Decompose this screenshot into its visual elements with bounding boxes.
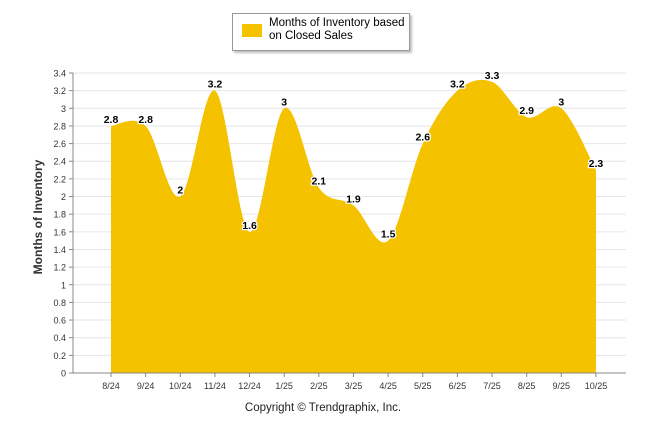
x-tick-label: 10/25	[585, 381, 608, 391]
data-label: 1.9	[346, 193, 361, 205]
x-tick-label: 5/25	[414, 381, 432, 391]
data-label: 2.8	[138, 114, 153, 126]
y-tick-label: 0.4	[53, 333, 66, 343]
data-label: 1.6	[242, 220, 257, 232]
y-tick-label: 2.2	[53, 174, 66, 184]
x-tick-label: 6/25	[449, 381, 467, 391]
data-label: 3	[281, 96, 287, 108]
legend-label: Months of Inventory based on Closed Sale…	[269, 17, 407, 43]
area-series-fill	[111, 79, 596, 374]
x-tick-label: 9/25	[553, 381, 571, 391]
y-tick-label: 3	[61, 104, 66, 114]
x-tick-label: 9/24	[137, 381, 155, 391]
x-tick-label: 1/25	[275, 381, 293, 391]
x-tick-label: 3/25	[345, 381, 363, 391]
x-tick-label: 8/24	[102, 381, 120, 391]
legend-swatch	[242, 24, 262, 37]
data-label: 3.2	[208, 79, 223, 91]
y-tick-label: 0.6	[53, 316, 66, 326]
legend-label-line2: on Closed Sales	[269, 30, 353, 42]
y-tick-label: 1	[61, 280, 66, 290]
data-label: 1.5	[381, 229, 396, 241]
data-label: 2.1	[312, 176, 327, 188]
data-label: 2.6	[415, 132, 430, 144]
y-tick-label: 1.4	[53, 245, 66, 255]
copyright-text: Copyright © Trendgraphix, Inc.	[244, 402, 402, 414]
legend: Months of Inventory based on Closed Sale…	[232, 13, 410, 51]
y-tick-label: 1.6	[53, 227, 66, 237]
y-tick-label: 0	[61, 369, 66, 379]
axes: 0 0.2 0.4 0.6 0.8 1 1.2 1.4 1.6 1.8 2 2.2 2.4 2.6 2.8 3…	[53, 69, 626, 391]
y-axis-title: Months of Inventory	[31, 159, 45, 274]
y-tick-label: 2.4	[53, 157, 66, 167]
y-tick-label: 2.8	[53, 121, 66, 131]
data-label: 2.9	[519, 105, 534, 117]
data-label: 2	[177, 185, 183, 197]
y-tick-label: 0.2	[53, 351, 66, 361]
x-tick-label: 12/24	[238, 381, 261, 391]
series-area	[111, 79, 596, 374]
x-tick-label: 8/25	[518, 381, 536, 391]
y-tick-label: 2.6	[53, 139, 66, 149]
data-label: 2.8	[104, 114, 119, 126]
y-tick-label: 1.8	[53, 210, 66, 220]
x-tick-label: 7/25	[483, 381, 501, 391]
x-tick-label: 2/25	[310, 381, 328, 391]
data-label: 2.3	[589, 158, 604, 170]
y-tick-label: 3.4	[53, 69, 66, 79]
data-label: 3	[558, 96, 564, 108]
data-label: 3.2	[450, 79, 465, 91]
y-tick-label: 3.2	[53, 86, 66, 96]
y-tick-label: 2	[61, 192, 66, 202]
legend-label-line1: Months of Inventory based	[269, 17, 405, 29]
data-label: 3.3	[485, 70, 500, 82]
x-tick-label: 11/24	[204, 381, 226, 391]
x-tick-label: 4/25	[379, 381, 397, 391]
y-tick-label: 0.8	[53, 298, 66, 308]
data-labels: 2.8 2.8 2 3.2 1.6 3 2.1 1.9 1.5 2.6 3.2 3.3 2.9 3 2.3	[102, 69, 604, 242]
y-tick-label: 1.2	[53, 263, 66, 273]
x-tick-label: 10/24	[169, 381, 192, 391]
